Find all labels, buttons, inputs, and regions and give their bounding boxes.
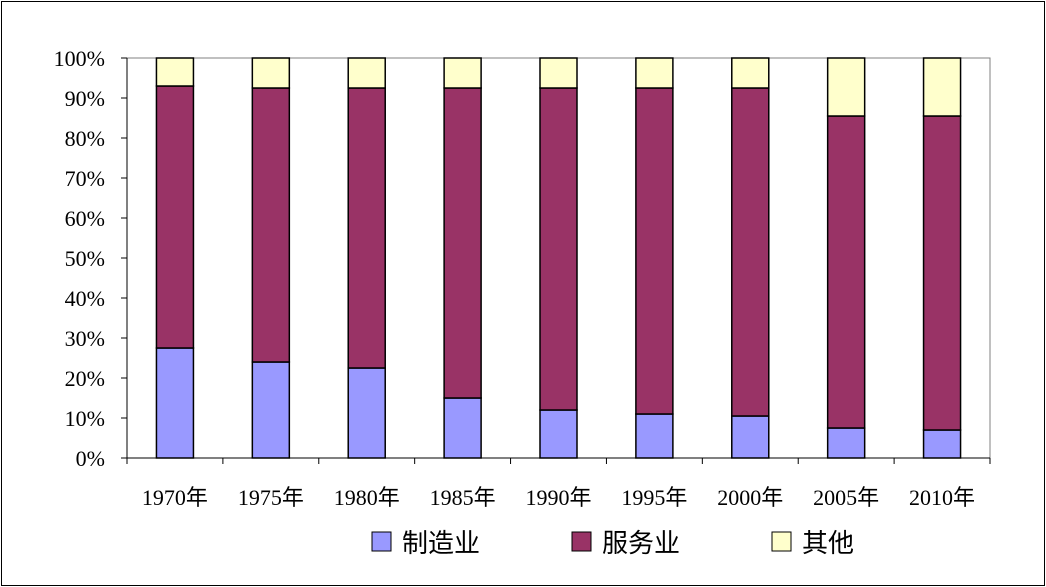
bar-manufacturing bbox=[922, 429, 962, 459]
legend-swatch-manufacturing bbox=[371, 531, 392, 552]
y-tick-label: 30% bbox=[65, 326, 105, 351]
legend-label-manufacturing: 制造业 bbox=[402, 529, 480, 559]
x-tick-label: 1980年 bbox=[334, 485, 400, 510]
bar-manufacturing bbox=[155, 347, 195, 459]
bar-manufacturing bbox=[826, 427, 866, 459]
x-tick-label: 1995年 bbox=[621, 485, 687, 510]
x-tick-label: 1985年 bbox=[430, 485, 496, 510]
x-tick-label: 1990年 bbox=[525, 485, 591, 510]
y-tick-label: 80% bbox=[65, 126, 105, 151]
bar-manufacturing bbox=[539, 409, 578, 459]
legend-swatch-other bbox=[771, 531, 792, 552]
bar-other bbox=[635, 57, 674, 89]
y-tick-label: 20% bbox=[65, 366, 105, 391]
legend-label-other: 其他 bbox=[802, 529, 854, 559]
bar-other bbox=[731, 57, 770, 89]
legend-swatch-services bbox=[571, 531, 592, 552]
bar-other bbox=[539, 57, 578, 89]
bar-manufacturing bbox=[731, 415, 770, 459]
bar-other bbox=[922, 57, 962, 117]
bar-manufacturing bbox=[635, 413, 674, 459]
bar-other bbox=[826, 57, 866, 117]
bar-manufacturing bbox=[251, 361, 291, 459]
bar-services bbox=[251, 87, 291, 363]
bar-other bbox=[443, 57, 482, 89]
bar-services bbox=[155, 85, 195, 349]
legend-label-services: 服务业 bbox=[602, 529, 680, 559]
bar-services bbox=[922, 115, 962, 431]
bar-manufacturing bbox=[347, 367, 386, 459]
y-tick-label: 70% bbox=[65, 166, 105, 191]
bar-services bbox=[347, 87, 386, 369]
legend: 制造业 服务业 其他 bbox=[371, 529, 854, 559]
bar-other bbox=[251, 57, 291, 89]
y-tick-label: 40% bbox=[65, 286, 105, 311]
bar-services bbox=[443, 87, 482, 399]
y-axis: 0% 10% 20% 30% 40% 50% 60% 70% 80% 90% 100% bbox=[54, 46, 128, 471]
bar-other bbox=[155, 57, 195, 87]
bar-manufacturing bbox=[443, 397, 482, 459]
bar-services bbox=[826, 115, 866, 429]
bars bbox=[155, 57, 962, 459]
bar-other bbox=[347, 57, 386, 89]
x-tick-label: 2000年 bbox=[717, 485, 783, 510]
y-tick-label: 10% bbox=[65, 406, 105, 431]
y-tick-label: 60% bbox=[65, 206, 105, 231]
bar-services bbox=[731, 87, 770, 417]
y-tick-label: 50% bbox=[65, 246, 105, 271]
y-tick-label: 90% bbox=[65, 86, 105, 111]
x-tick-label: 2005年 bbox=[813, 485, 879, 510]
x-axis: 1970年 1975年 1980年 1985年 1990年 1995年 2000年 2005年… bbox=[126, 457, 991, 510]
x-tick-label: 1970年 bbox=[142, 485, 208, 510]
x-tick-label: 1975年 bbox=[238, 485, 304, 510]
x-tick-label: 2010年 bbox=[909, 485, 975, 510]
y-tick-label: 0% bbox=[76, 446, 105, 471]
bar-services bbox=[635, 87, 674, 415]
bar-services bbox=[539, 87, 578, 411]
y-tick-label: 100% bbox=[54, 46, 105, 71]
